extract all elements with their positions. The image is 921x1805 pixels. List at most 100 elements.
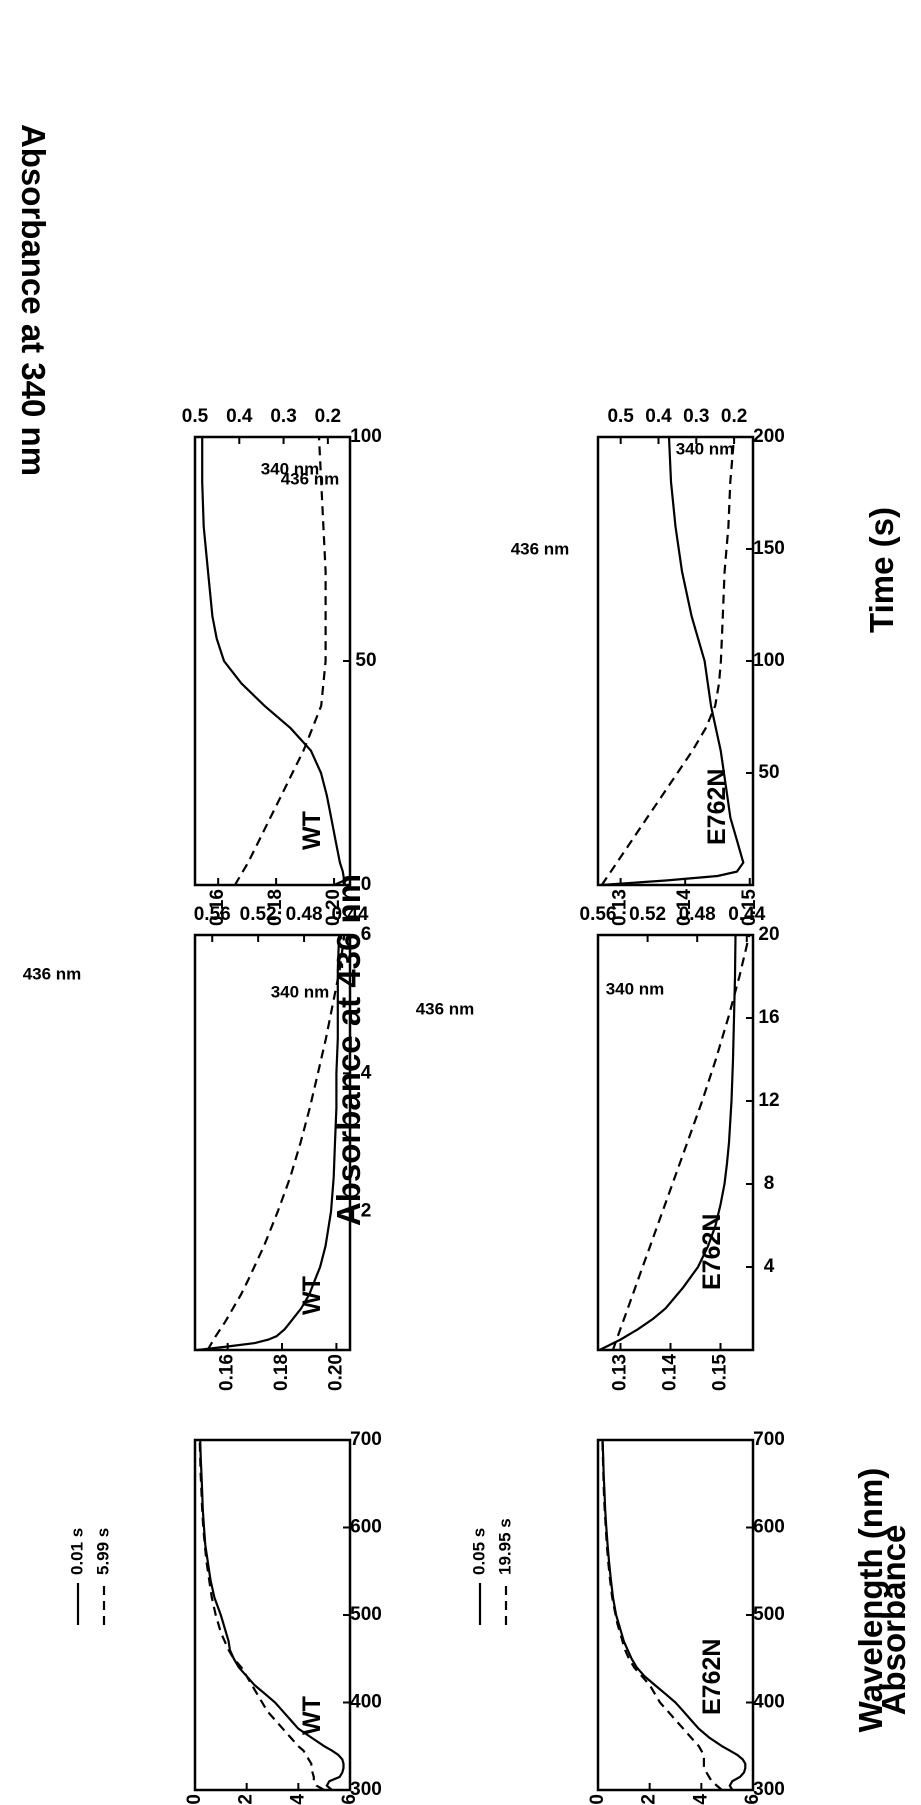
y-right-tick-label: 0.44: [332, 904, 369, 925]
panel-label: WT: [298, 811, 326, 850]
panel-label: E762N: [698, 1639, 726, 1715]
panel-label: WT: [298, 1696, 326, 1735]
panel-spectra_e762n: 300 400 500 600 700 0.0 0.2 0.4 0.6 E762N 0.05 s 19…: [469, 1429, 784, 1805]
panel-frame: [193, 1438, 352, 1792]
y-tick-label: 0.2: [236, 1794, 257, 1805]
y-right-tick-label: 0.3: [270, 406, 296, 427]
x-tick-label: 700: [350, 1429, 382, 1450]
x-tick-label: 4: [764, 1256, 775, 1277]
middle-axis-title: Absorbance at 436 nm: [330, 874, 367, 1226]
y-right-tick-label: 0.48: [679, 904, 716, 925]
y-right-tick-label: 0.56: [580, 904, 617, 925]
y-right-tick-label: 0.5: [607, 406, 634, 427]
panel-spectra_wt: 300 400 500 600 700 0.0 0.2 0.4 0.6 WT 0.01 s 5.99 …: [67, 1429, 381, 1805]
y-right-tick-label: 0.52: [629, 904, 666, 925]
series-line-0-05-s: [601, 1439, 747, 1791]
y-tick-label: 0.14: [674, 889, 695, 926]
panel-frame: [596, 933, 755, 1352]
y-tick-label: 0.18: [271, 1354, 292, 1391]
series-label: 436 nm: [281, 469, 340, 488]
x-tick-label: 50: [758, 762, 779, 783]
series-line-436-nm: [201, 437, 346, 887]
y-tick-label: 0.0: [587, 1794, 608, 1805]
x-tick-label: 16: [758, 1007, 779, 1028]
y-right-tick-label: 0.48: [286, 904, 323, 925]
panel-frame: [193, 435, 352, 887]
y-tick-label: 0.6: [339, 1794, 360, 1805]
panel-frame: [596, 1438, 755, 1792]
y-tick-label: 0.13: [610, 1354, 631, 1391]
y-right-tick-label: 0.44: [728, 904, 765, 925]
series-line-340-nm: [611, 934, 751, 1351]
x-tick-label: 100: [350, 426, 382, 447]
panel-kinetics_e762n_slow: 50 100 150 200 0.13 0.14 0.15 0.2 0.3 0.4 0.5 E762N…: [511, 406, 785, 926]
series-label: 436 nm: [416, 999, 475, 1018]
series-label: 436 nm: [511, 539, 570, 558]
x-tick-label: 12: [758, 1090, 779, 1111]
panel-label: WT: [298, 1276, 326, 1315]
series-line-19-95-s: [601, 1439, 723, 1791]
y-right-tick-label: 0.4: [645, 406, 672, 427]
y-right-tick-label: 0.3: [683, 406, 709, 427]
legend-label: 0.05 s: [469, 1528, 488, 1575]
panel-label: E762N: [703, 769, 731, 845]
x-tick-label: 700: [753, 1429, 785, 1450]
legend-label: 19.95 s: [495, 1518, 514, 1575]
y-right-tick-label: 0.2: [721, 406, 747, 427]
y-tick-label: 0.20: [325, 1354, 346, 1391]
x-tick-label: 400: [350, 1692, 382, 1713]
x-tick-label: 300: [753, 1779, 785, 1800]
y-tick-label: 0.15: [739, 889, 760, 926]
x-tick-label: 400: [753, 1692, 785, 1713]
x-tick-label: 2: [361, 1201, 372, 1222]
x-tick-label: 500: [753, 1604, 785, 1625]
x-tick-label: 4: [361, 1062, 372, 1083]
y-tick-label: 0.4: [690, 1794, 711, 1805]
series-line-340-nm: [233, 436, 327, 886]
series-label: 340 nm: [676, 439, 735, 458]
y-right-tick-label: 0.5: [182, 406, 209, 427]
legend-label: 0.01 s: [67, 1528, 86, 1575]
series-line-436-nm: [599, 934, 737, 1351]
x-tick-label: 0: [361, 874, 372, 895]
left-axis-title: Absorbance: [875, 1525, 912, 1716]
x-tick-label: 600: [753, 1517, 785, 1538]
series-label: 340 nm: [261, 459, 320, 478]
y-right-tick-label: 0.2: [315, 406, 341, 427]
x-tick-label: 600: [350, 1517, 382, 1538]
series-line-5-99-s: [198, 1439, 325, 1791]
y-tick-label: 0.14: [660, 1354, 681, 1391]
x-tick-label: 6: [361, 924, 372, 945]
series-label: 340 nm: [606, 979, 665, 998]
y-right-tick-label: 0.56: [194, 904, 231, 925]
x-tick-label: 20: [758, 924, 779, 945]
top-axis-title: Absorbance at 340 nm: [15, 124, 52, 476]
series-line-0-01-s: [199, 1439, 345, 1791]
y-tick-label: 0.16: [217, 1354, 238, 1391]
chart-marks: 3004005006007000.00.20.40.6WT0.01 s5.99 …: [23, 406, 785, 1805]
wavelength-axis-title: Wavelength (nm): [852, 1468, 889, 1733]
series-label: 436 nm: [23, 964, 82, 983]
x-tick-label: 150: [753, 538, 785, 559]
y-tick-label: 0.0: [184, 1794, 205, 1805]
y-right-tick-label: 0.52: [240, 904, 277, 925]
y-tick-label: 0.16: [207, 889, 228, 926]
y-tick-label: 0.18: [265, 889, 286, 926]
y-right-tick-label: 0.4: [226, 406, 253, 427]
panel-label: E762N: [698, 1214, 726, 1290]
y-tick-label: 0.6: [742, 1794, 763, 1805]
y-tick-label: 0.2: [639, 1794, 660, 1805]
y-tick-label: 0.15: [710, 1354, 731, 1391]
x-tick-label: 200: [753, 426, 785, 447]
x-tick-label: 500: [350, 1604, 382, 1625]
legend-label: 5.99 s: [93, 1528, 112, 1575]
series-line-436-nm: [601, 436, 745, 887]
panel-kinetics_e762n_fast: 4 8 12 16 20 0.13 0.14 0.15 0.44 0.48 0.52 0.56 E762…: [416, 904, 780, 1391]
time-axis-title: Time (s): [863, 507, 900, 633]
panel-kinetics_wt_slow: 0 50 100 0.16 0.18 0.20 0.2 0.3 0.4 0.5 WT 340 nm43…: [182, 406, 382, 926]
y-tick-label: 0.4: [287, 1794, 308, 1805]
series-line-340-nm: [206, 934, 346, 1351]
